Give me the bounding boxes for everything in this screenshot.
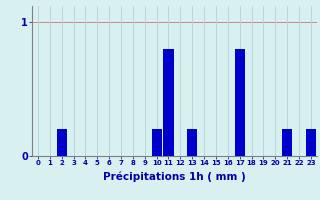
Bar [235, 49, 245, 156]
Bar [164, 49, 173, 156]
Bar [57, 129, 67, 156]
X-axis label: Précipitations 1h ( mm ): Précipitations 1h ( mm ) [103, 172, 246, 182]
Bar [282, 129, 292, 156]
Bar [152, 129, 162, 156]
Bar [306, 129, 316, 156]
Bar [187, 129, 197, 156]
